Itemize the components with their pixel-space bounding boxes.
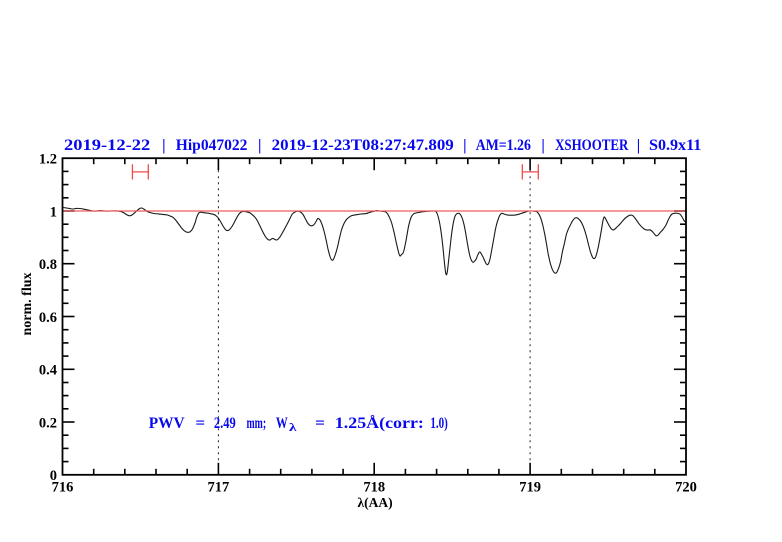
svg-text:0.6: 0.6 [39, 310, 57, 326]
svg-text:|: | [463, 137, 466, 154]
svg-text:1.0): 1.0) [430, 415, 447, 432]
svg-text:|: | [258, 137, 261, 154]
svg-text:0.4: 0.4 [39, 363, 57, 379]
svg-text:λ: λ [289, 422, 297, 434]
svg-text:719: 719 [519, 479, 541, 495]
svg-text:2019-12-22: 2019-12-22 [64, 137, 150, 154]
svg-text:mm;: mm; [247, 415, 267, 432]
svg-text:norm. flux: norm. flux [20, 273, 35, 336]
svg-text:0: 0 [50, 468, 57, 484]
svg-text:2019-12-23T08:27:47.809: 2019-12-23T08:27:47.809 [272, 137, 454, 154]
svg-text:1.2: 1.2 [39, 152, 57, 168]
svg-text:Hip047022: Hip047022 [176, 137, 248, 154]
svg-text:S0.9x11: S0.9x11 [649, 137, 701, 154]
svg-text:|: | [162, 137, 165, 154]
svg-text:0.2: 0.2 [39, 415, 57, 431]
svg-text:=: = [195, 415, 205, 432]
svg-text:PWV: PWV [149, 415, 185, 432]
svg-text:717: 717 [208, 479, 230, 495]
svg-text:|: | [637, 137, 640, 154]
svg-text:λ(AA): λ(AA) [357, 495, 392, 510]
svg-text:=: = [315, 415, 325, 432]
svg-text:1: 1 [50, 204, 57, 220]
svg-text:718: 718 [363, 479, 385, 495]
svg-text:W: W [276, 415, 288, 432]
svg-text:XSHOOTER: XSHOOTER [555, 137, 629, 154]
svg-text:716: 716 [52, 479, 74, 495]
svg-text:2.49: 2.49 [214, 415, 236, 432]
svg-text:720: 720 [675, 479, 697, 495]
svg-text:1.25Å(corr:: 1.25Å(corr: [335, 414, 424, 432]
svg-text:|: | [541, 137, 544, 154]
svg-text:AM=1.26: AM=1.26 [476, 137, 531, 154]
svg-text:0.8: 0.8 [39, 257, 57, 273]
